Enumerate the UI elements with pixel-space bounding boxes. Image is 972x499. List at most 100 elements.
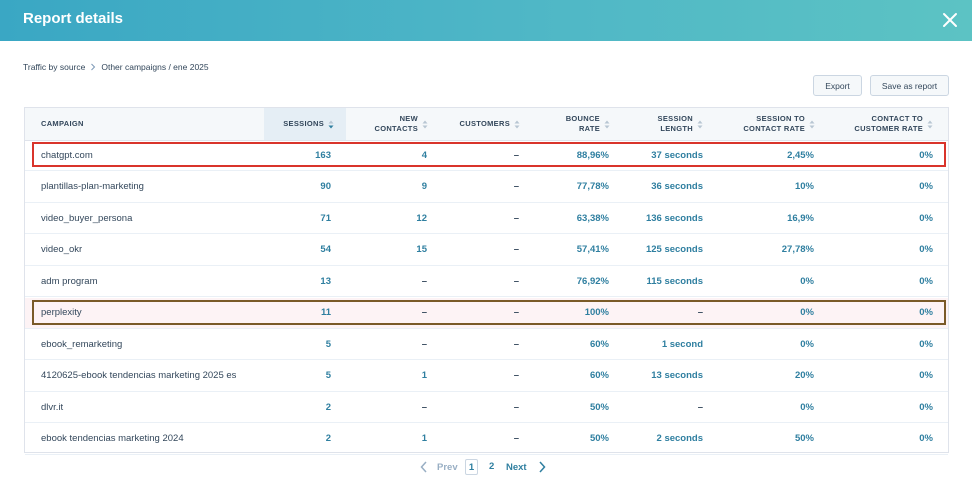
session-to-contact-rate-cell[interactable]: 0% (800, 307, 814, 318)
modal-header: Report details (0, 0, 972, 41)
new-contacts-cell[interactable]: 9 (421, 181, 427, 192)
sessions-cell[interactable]: 5 (325, 370, 331, 381)
breadcrumb-item-traffic-by-source[interactable]: Traffic by source (23, 62, 86, 72)
customers-cell: – (513, 401, 519, 413)
bounce-rate-cell[interactable]: 50% (589, 401, 609, 413)
next-page-button[interactable]: Next (506, 461, 546, 473)
column-header-bounce-rate[interactable]: BOUNCE RATE (525, 108, 610, 140)
sessions-cell[interactable]: 2 (325, 401, 331, 413)
prev-page-button: Prev (420, 461, 458, 473)
session-length-cell[interactable]: 36 seconds (651, 181, 703, 192)
campaign-cell: adm program (41, 275, 98, 287)
report-table: CAMPAIGN SESSIONS NEW CONTACTS CUSTOMERS… (24, 107, 949, 455)
bounce-rate-cell[interactable]: 88,96% (576, 149, 609, 161)
new-contacts-cell[interactable]: 1 (421, 370, 427, 381)
session-length-cell[interactable]: 125 seconds (645, 244, 703, 255)
column-header-session-length[interactable]: SESSION LENGTH (615, 108, 703, 140)
sessions-cell[interactable]: 90 (320, 181, 331, 192)
contact-to-customer-rate-cell[interactable]: 0% (919, 149, 933, 161)
contact-to-customer-rate-cell[interactable]: 0% (919, 433, 933, 444)
session-to-contact-rate-cell[interactable]: 20% (794, 370, 814, 381)
new-contacts-cell: – (421, 338, 427, 350)
session-to-contact-rate-cell[interactable]: 27,78% (781, 244, 814, 255)
contact-to-customer-rate-cell[interactable]: 0% (919, 338, 933, 350)
session-length-cell[interactable]: 136 seconds (645, 212, 703, 224)
table-row: adm program 13 – – 76,92% 115 seconds 0% 0% (25, 266, 948, 297)
column-header-contact-to-customer-rate[interactable]: CONTACT TO CUSTOMER RATE (825, 108, 933, 140)
sort-descending-icon (328, 120, 334, 129)
new-contacts-cell[interactable]: 15 (416, 244, 427, 255)
contact-to-customer-rate-cell[interactable]: 0% (919, 307, 933, 318)
table-row: ebook tendencias marketing 2024 2 1 – 50% 2 s… (25, 424, 948, 455)
sessions-cell[interactable]: 2 (325, 433, 331, 444)
bounce-rate-cell[interactable]: 100% (584, 307, 609, 318)
new-contacts-cell: – (421, 401, 427, 413)
session-length-cell: – (697, 307, 703, 318)
contact-to-customer-rate-cell[interactable]: 0% (919, 212, 933, 224)
close-icon[interactable] (940, 10, 960, 30)
session-length-cell: – (697, 401, 703, 413)
column-header-sessions[interactable]: SESSIONS (264, 108, 346, 140)
column-header-customers[interactable]: CUSTOMERS (435, 108, 520, 140)
session-to-contact-rate-cell[interactable]: 0% (800, 338, 814, 350)
contact-to-customer-rate-cell[interactable]: 0% (919, 275, 933, 287)
sort-icon (422, 120, 428, 129)
sessions-cell[interactable]: 5 (325, 338, 331, 350)
customers-cell: – (513, 370, 519, 381)
customers-cell: – (513, 149, 519, 161)
bounce-rate-cell[interactable]: 60% (589, 338, 609, 350)
new-contacts-cell[interactable]: 1 (421, 433, 427, 444)
session-to-contact-rate-cell[interactable]: 50% (794, 433, 814, 444)
customers-cell: – (513, 212, 519, 224)
breadcrumb-item-current: Other campaigns / ene 2025 (101, 62, 209, 72)
session-to-contact-rate-cell[interactable]: 0% (800, 275, 814, 287)
sessions-cell[interactable]: 163 (315, 149, 331, 161)
page-2-button[interactable]: 2 (489, 461, 495, 472)
session-length-cell[interactable]: 1 second (661, 338, 703, 350)
bounce-rate-cell[interactable]: 60% (589, 370, 609, 381)
bounce-rate-cell[interactable]: 77,78% (576, 181, 609, 192)
session-to-contact-rate-cell[interactable]: 16,9% (787, 212, 814, 224)
sessions-cell[interactable]: 71 (320, 212, 331, 224)
table-row: ebook_remarketing 5 – – 60% 1 second 0% 0% (25, 329, 948, 360)
column-header-session-to-contact-rate[interactable]: SESSION TO CONTACT RATE (715, 108, 815, 140)
column-header-campaign[interactable]: CAMPAIGN (41, 119, 84, 128)
session-length-cell[interactable]: 115 seconds (646, 275, 703, 287)
campaign-cell: plantillas-plan-marketing (41, 181, 144, 192)
contact-to-customer-rate-cell[interactable]: 0% (919, 181, 933, 192)
export-button[interactable]: Export (813, 75, 862, 96)
new-contacts-cell: – (421, 307, 427, 318)
bounce-rate-cell[interactable]: 57,41% (576, 244, 609, 255)
sessions-cell[interactable]: 13 (320, 275, 331, 287)
bounce-rate-cell[interactable]: 50% (589, 433, 609, 444)
bounce-rate-cell[interactable]: 63,38% (576, 212, 609, 224)
sessions-cell[interactable]: 54 (320, 244, 331, 255)
new-contacts-cell[interactable]: 4 (421, 149, 427, 161)
session-to-contact-rate-cell[interactable]: 2,45% (787, 149, 814, 161)
session-length-cell[interactable]: 13 seconds (651, 370, 703, 381)
session-to-contact-rate-cell[interactable]: 0% (800, 401, 814, 413)
session-to-contact-rate-cell[interactable]: 10% (794, 181, 814, 192)
campaign-cell: chatgpt.com (41, 149, 93, 161)
new-contacts-cell[interactable]: 12 (416, 212, 427, 224)
customers-cell: – (513, 433, 519, 444)
session-length-cell[interactable]: 37 seconds (651, 149, 703, 161)
contact-to-customer-rate-cell[interactable]: 0% (919, 401, 933, 413)
save-as-report-button[interactable]: Save as report (870, 75, 949, 96)
bounce-rate-cell[interactable]: 76,92% (576, 275, 609, 287)
page-1-button[interactable]: 1 (465, 459, 478, 475)
session-length-cell[interactable]: 2 seconds (656, 433, 703, 444)
customers-cell: – (513, 275, 519, 287)
table-row: plantillas-plan-marketing 90 9 – 77,78% 36 se… (25, 172, 948, 203)
customers-cell: – (513, 244, 519, 255)
contact-to-customer-rate-cell[interactable]: 0% (919, 370, 933, 381)
contact-to-customer-rate-cell[interactable]: 0% (919, 244, 933, 255)
campaign-cell: perplexity (41, 307, 82, 318)
modal-title: Report details (23, 10, 124, 27)
table-row: chatgpt.com 163 4 – 88,96% 37 seconds 2,45% 0% (25, 140, 948, 171)
sessions-cell[interactable]: 11 (320, 307, 331, 318)
chevron-left-icon (420, 461, 427, 473)
table-row: dlvr.it 2 – – 50% – 0% 0% (25, 392, 948, 423)
column-header-new-contacts[interactable]: NEW CONTACTS (355, 108, 429, 140)
campaign-cell: video_buyer_persona (41, 212, 133, 224)
